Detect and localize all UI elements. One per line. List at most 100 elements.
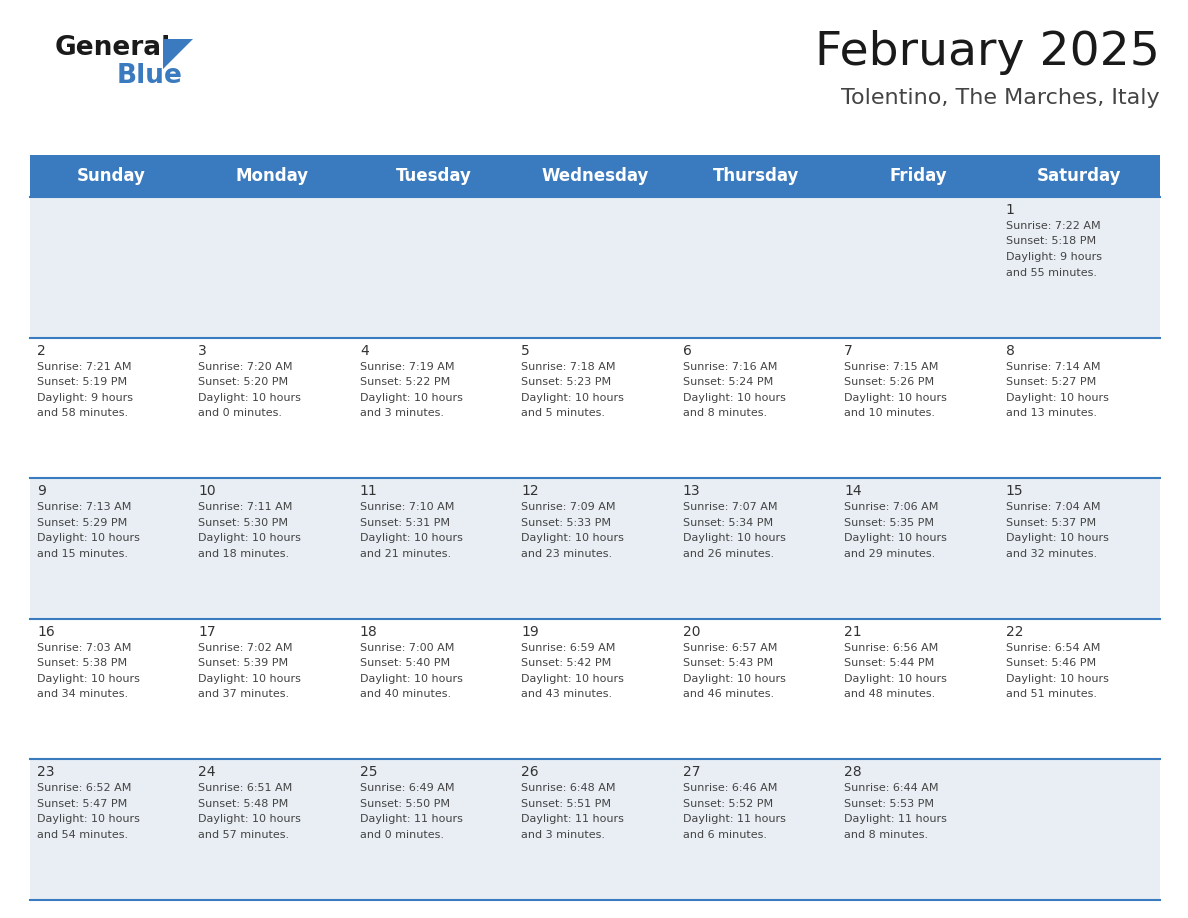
Text: Sunrise: 7:06 AM: Sunrise: 7:06 AM [845, 502, 939, 512]
Text: Sunset: 5:31 PM: Sunset: 5:31 PM [360, 518, 450, 528]
Text: and 8 minutes.: and 8 minutes. [845, 830, 928, 840]
Text: Daylight: 10 hours: Daylight: 10 hours [522, 674, 624, 684]
Text: and 40 minutes.: and 40 minutes. [360, 689, 451, 700]
Text: and 10 minutes.: and 10 minutes. [845, 409, 935, 418]
Text: Sunrise: 6:49 AM: Sunrise: 6:49 AM [360, 783, 454, 793]
Text: Daylight: 10 hours: Daylight: 10 hours [198, 674, 302, 684]
Text: Sunset: 5:29 PM: Sunset: 5:29 PM [37, 518, 127, 528]
Text: Sunset: 5:40 PM: Sunset: 5:40 PM [360, 658, 450, 668]
Text: Daylight: 10 hours: Daylight: 10 hours [845, 674, 947, 684]
Bar [30, 619, 1159, 759]
Text: 20: 20 [683, 625, 700, 639]
Text: Sunset: 5:44 PM: Sunset: 5:44 PM [845, 658, 935, 668]
Text: Monday: Monday [235, 167, 309, 185]
Text: Sunday: Sunday [76, 167, 145, 185]
Text: Daylight: 10 hours: Daylight: 10 hours [683, 393, 785, 403]
Text: 13: 13 [683, 484, 701, 498]
Text: Sunrise: 6:59 AM: Sunrise: 6:59 AM [522, 643, 615, 653]
Text: Sunrise: 7:04 AM: Sunrise: 7:04 AM [1005, 502, 1100, 512]
Text: Sunset: 5:26 PM: Sunset: 5:26 PM [845, 377, 934, 387]
Text: Sunrise: 7:00 AM: Sunrise: 7:00 AM [360, 643, 454, 653]
Text: Sunset: 5:43 PM: Sunset: 5:43 PM [683, 658, 773, 668]
Text: Daylight: 9 hours: Daylight: 9 hours [1005, 252, 1101, 262]
Text: and 48 minutes.: and 48 minutes. [845, 689, 935, 700]
Text: Sunset: 5:39 PM: Sunset: 5:39 PM [198, 658, 289, 668]
Text: 10: 10 [198, 484, 216, 498]
Text: Sunrise: 7:16 AM: Sunrise: 7:16 AM [683, 362, 777, 372]
Text: 28: 28 [845, 766, 861, 779]
Text: 3: 3 [198, 343, 207, 358]
Text: Sunrise: 6:56 AM: Sunrise: 6:56 AM [845, 643, 939, 653]
Text: Friday: Friday [889, 167, 947, 185]
Text: and 5 minutes.: and 5 minutes. [522, 409, 605, 418]
Text: Sunrise: 7:22 AM: Sunrise: 7:22 AM [1005, 221, 1100, 231]
Text: Sunrise: 6:52 AM: Sunrise: 6:52 AM [37, 783, 132, 793]
Polygon shape [163, 39, 192, 69]
Text: and 3 minutes.: and 3 minutes. [522, 830, 605, 840]
Text: and 54 minutes.: and 54 minutes. [37, 830, 128, 840]
Text: Daylight: 10 hours: Daylight: 10 hours [522, 533, 624, 543]
Text: Thursday: Thursday [713, 167, 800, 185]
Text: and 21 minutes.: and 21 minutes. [360, 549, 451, 559]
Text: Daylight: 10 hours: Daylight: 10 hours [360, 533, 463, 543]
Text: Sunset: 5:42 PM: Sunset: 5:42 PM [522, 658, 612, 668]
Text: Daylight: 9 hours: Daylight: 9 hours [37, 393, 133, 403]
Text: Sunrise: 6:46 AM: Sunrise: 6:46 AM [683, 783, 777, 793]
Text: 18: 18 [360, 625, 378, 639]
Text: 9: 9 [37, 484, 46, 498]
Text: Daylight: 10 hours: Daylight: 10 hours [845, 393, 947, 403]
Text: Sunset: 5:50 PM: Sunset: 5:50 PM [360, 799, 450, 809]
Text: Sunrise: 7:21 AM: Sunrise: 7:21 AM [37, 362, 132, 372]
Text: Saturday: Saturday [1037, 167, 1121, 185]
Text: Sunrise: 7:03 AM: Sunrise: 7:03 AM [37, 643, 132, 653]
Text: and 34 minutes.: and 34 minutes. [37, 689, 128, 700]
Text: and 43 minutes.: and 43 minutes. [522, 689, 612, 700]
Text: Daylight: 10 hours: Daylight: 10 hours [845, 533, 947, 543]
Text: Daylight: 10 hours: Daylight: 10 hours [37, 674, 140, 684]
Text: and 37 minutes.: and 37 minutes. [198, 689, 290, 700]
Text: 21: 21 [845, 625, 861, 639]
Text: 15: 15 [1005, 484, 1023, 498]
Text: Blue: Blue [116, 63, 183, 89]
Text: 12: 12 [522, 484, 539, 498]
Bar [30, 197, 1159, 338]
Text: 23: 23 [37, 766, 55, 779]
Text: Sunset: 5:47 PM: Sunset: 5:47 PM [37, 799, 127, 809]
Text: 8: 8 [1005, 343, 1015, 358]
Text: Daylight: 10 hours: Daylight: 10 hours [522, 393, 624, 403]
Text: Sunset: 5:23 PM: Sunset: 5:23 PM [522, 377, 612, 387]
Text: and 57 minutes.: and 57 minutes. [198, 830, 290, 840]
Text: Daylight: 11 hours: Daylight: 11 hours [683, 814, 785, 824]
Text: 17: 17 [198, 625, 216, 639]
Text: Tolentino, The Marches, Italy: Tolentino, The Marches, Italy [841, 88, 1159, 108]
Text: 1: 1 [1005, 203, 1015, 217]
Text: and 18 minutes.: and 18 minutes. [198, 549, 290, 559]
Text: and 3 minutes.: and 3 minutes. [360, 409, 444, 418]
Text: Sunrise: 7:07 AM: Sunrise: 7:07 AM [683, 502, 777, 512]
Text: and 15 minutes.: and 15 minutes. [37, 549, 128, 559]
Text: Sunrise: 7:15 AM: Sunrise: 7:15 AM [845, 362, 939, 372]
Text: Sunset: 5:53 PM: Sunset: 5:53 PM [845, 799, 934, 809]
Text: Daylight: 10 hours: Daylight: 10 hours [198, 533, 302, 543]
Text: Sunrise: 6:54 AM: Sunrise: 6:54 AM [1005, 643, 1100, 653]
Text: Daylight: 10 hours: Daylight: 10 hours [683, 533, 785, 543]
Text: Sunset: 5:19 PM: Sunset: 5:19 PM [37, 377, 127, 387]
Text: Sunset: 5:37 PM: Sunset: 5:37 PM [1005, 518, 1095, 528]
Text: and 58 minutes.: and 58 minutes. [37, 409, 128, 418]
Text: and 26 minutes.: and 26 minutes. [683, 549, 773, 559]
Text: Sunrise: 7:11 AM: Sunrise: 7:11 AM [198, 502, 292, 512]
Text: Daylight: 10 hours: Daylight: 10 hours [1005, 533, 1108, 543]
Text: Sunrise: 7:20 AM: Sunrise: 7:20 AM [198, 362, 293, 372]
Text: Sunrise: 6:57 AM: Sunrise: 6:57 AM [683, 643, 777, 653]
Text: Daylight: 10 hours: Daylight: 10 hours [37, 814, 140, 824]
Text: 5: 5 [522, 343, 530, 358]
Bar [30, 478, 1159, 619]
Text: 4: 4 [360, 343, 368, 358]
Text: 14: 14 [845, 484, 861, 498]
Text: Sunset: 5:24 PM: Sunset: 5:24 PM [683, 377, 773, 387]
Text: Sunset: 5:33 PM: Sunset: 5:33 PM [522, 518, 612, 528]
Text: and 32 minutes.: and 32 minutes. [1005, 549, 1097, 559]
Text: Wednesday: Wednesday [542, 167, 649, 185]
Text: Sunrise: 6:51 AM: Sunrise: 6:51 AM [198, 783, 292, 793]
Text: and 8 minutes.: and 8 minutes. [683, 409, 766, 418]
